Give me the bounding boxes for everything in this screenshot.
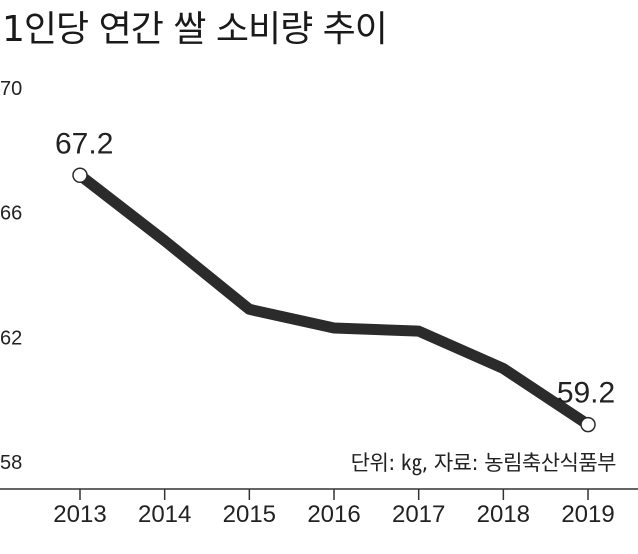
y-tick-label: 70 [0,78,22,100]
data-label: 59.2 [557,377,615,410]
series-line [74,169,594,431]
x-tick-label: 2017 [392,501,445,528]
x-tick-label: 2019 [561,501,614,528]
data-point [161,237,168,244]
y-tick-label: 58 [0,452,22,474]
x-tick-label: 2014 [138,501,191,528]
data-point [415,328,422,335]
y-tick-label: 62 [0,327,22,349]
data-point [580,416,596,433]
y-tick-label: 66 [0,203,22,225]
data-point [500,365,507,372]
data-point [331,325,338,332]
chart-title: 1인당 연간 쌀 소비량 추이 [2,9,388,50]
data-label: 67.2 [55,127,113,160]
unit-source-note: 단위: ㎏, 자료: 농림축산식품부 [350,451,617,475]
x-tick-label: 2018 [477,501,530,528]
x-tick-label: 2015 [223,501,276,528]
data-point [72,167,88,184]
data-point [246,306,253,313]
x-tick-label: 2016 [307,501,360,528]
x-tick-label: 2013 [53,501,106,528]
